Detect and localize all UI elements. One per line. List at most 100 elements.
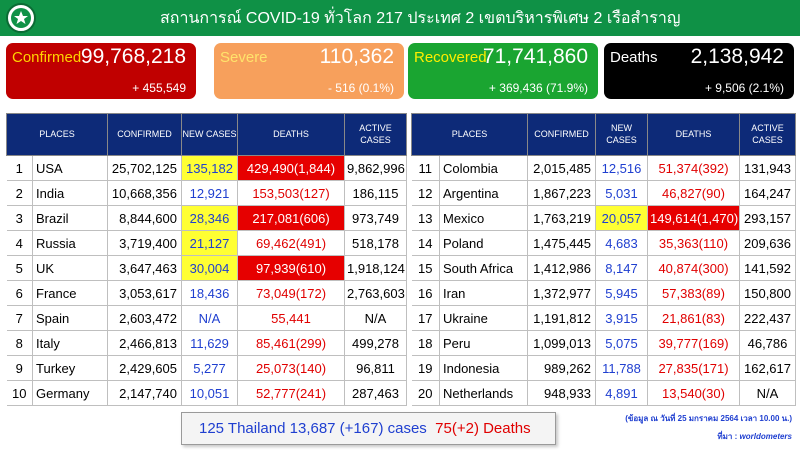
new-cases-cell: 11,629 bbox=[181, 330, 238, 356]
new-cases-cell: 3,915 bbox=[595, 305, 648, 331]
active-cases-cell: 164,247 bbox=[739, 180, 796, 206]
table-row: 14 Poland 1,475,445 4,683 35,363(110) 209,636 bbox=[411, 230, 796, 256]
new-cases-cell: 20,057 bbox=[595, 205, 648, 231]
confirmed-cell: 2,603,472 bbox=[107, 305, 182, 331]
table-row: 19 Indonesia 989,262 11,788 27,835(171) 162,6… bbox=[411, 355, 796, 381]
active-cases-cell: 973,749 bbox=[344, 205, 407, 231]
col-header-confirmed: CONFIRMED bbox=[107, 113, 182, 156]
deaths-cell: 69,462(491) bbox=[237, 230, 345, 256]
header-banner: สถานการณ์ COVID-19 ทั่วโลก 217 ประเทศ 2 … bbox=[0, 0, 800, 36]
table-row: 20 Netherlands 948,933 4,891 13,540(30) N/A bbox=[411, 380, 796, 406]
active-cases-cell: N/A bbox=[344, 305, 407, 331]
place-cell: Poland bbox=[439, 230, 528, 256]
table-header-row: PLACES CONFIRMED NEW CASES DEATHS ACTIVE… bbox=[6, 113, 407, 156]
confirmed-cell: 1,372,977 bbox=[527, 280, 596, 306]
place-cell: USA bbox=[32, 155, 108, 181]
deaths-cell: 40,874(300) bbox=[647, 255, 740, 281]
col-header-places: PLACES bbox=[6, 113, 108, 156]
place-cell: Turkey bbox=[32, 355, 108, 381]
table-row: 12 Argentina 1,867,223 5,031 46,827(90) 164,2… bbox=[411, 180, 796, 206]
active-cases-cell: 186,115 bbox=[344, 180, 407, 206]
place-cell: Germany bbox=[32, 380, 108, 406]
deaths-cell: 39,777(169) bbox=[647, 330, 740, 356]
new-cases-cell: 11,788 bbox=[595, 355, 648, 381]
place-cell: Brazil bbox=[32, 205, 108, 231]
severe-label: Severe bbox=[220, 49, 268, 66]
new-cases-cell: 30,004 bbox=[181, 255, 238, 281]
rank-cell: 19 bbox=[411, 355, 440, 381]
confirmed-cell: 1,763,219 bbox=[527, 205, 596, 231]
place-cell: France bbox=[32, 280, 108, 306]
confirmed-cell: 25,702,125 bbox=[107, 155, 182, 181]
deaths-cell: 429,490(1,844) bbox=[237, 155, 345, 181]
confirmed-cell: 989,262 bbox=[527, 355, 596, 381]
active-cases-cell: 96,811 bbox=[344, 355, 407, 381]
confirmed-cell: 2,466,813 bbox=[107, 330, 182, 356]
col-header-active-cases: ACTIVE CASES bbox=[739, 113, 796, 156]
place-cell: Ukraine bbox=[439, 305, 528, 331]
country-table-right: PLACES CONFIRMED NEW CASES DEATHS ACTIVE… bbox=[411, 113, 796, 406]
confirmed-cell: 3,647,463 bbox=[107, 255, 182, 281]
active-cases-cell: 293,157 bbox=[739, 205, 796, 231]
table-row: 16 Iran 1,372,977 5,945 57,383(89) 150,800 bbox=[411, 280, 796, 306]
table-row: 3 Brazil 8,844,600 28,346 217,081(606) 973,74… bbox=[6, 205, 407, 231]
place-cell: Mexico bbox=[439, 205, 528, 231]
col-header-deaths: DEATHS bbox=[647, 113, 740, 156]
rank-cell: 20 bbox=[411, 380, 440, 406]
active-cases-cell: 9,862,996 bbox=[344, 155, 407, 181]
deaths-cell: 73,049(172) bbox=[237, 280, 345, 306]
place-cell: Iran bbox=[439, 280, 528, 306]
rank-cell: 11 bbox=[411, 155, 440, 181]
place-cell: Russia bbox=[32, 230, 108, 256]
deaths-cell: 55,441 bbox=[237, 305, 345, 331]
table-row: 11 Colombia 2,015,485 12,516 51,374(392) 131,… bbox=[411, 155, 796, 181]
confirmed-cell: 8,844,600 bbox=[107, 205, 182, 231]
rank-cell: 10 bbox=[6, 380, 33, 406]
deaths-cell: 52,777(241) bbox=[237, 380, 345, 406]
deaths-cell: 217,081(606) bbox=[237, 205, 345, 231]
confirmed-cell: 1,412,986 bbox=[527, 255, 596, 281]
new-cases-cell: 5,075 bbox=[595, 330, 648, 356]
place-cell: Indonesia bbox=[439, 355, 528, 381]
col-header-places: PLACES bbox=[411, 113, 528, 156]
rank-cell: 17 bbox=[411, 305, 440, 331]
recovered-card: Recovered 71,741,860 + 369,436 (71.9%) bbox=[408, 43, 598, 99]
new-cases-cell: 4,683 bbox=[595, 230, 648, 256]
col-header-confirmed: CONFIRMED bbox=[527, 113, 596, 156]
rank-cell: 13 bbox=[411, 205, 440, 231]
active-cases-cell: 1,918,124 bbox=[344, 255, 407, 281]
rank-cell: 5 bbox=[6, 255, 33, 281]
rank-cell: 1 bbox=[6, 155, 33, 181]
col-header-deaths: DEATHS bbox=[237, 113, 345, 156]
deaths-cell: 25,073(140) bbox=[237, 355, 345, 381]
rank-cell: 9 bbox=[6, 355, 33, 381]
active-cases-cell: 518,178 bbox=[344, 230, 407, 256]
deaths-label: Deaths bbox=[610, 49, 658, 66]
page-title: สถานการณ์ COVID-19 ทั่วโลก 217 ประเทศ 2 … bbox=[160, 10, 681, 27]
deaths-cell: 21,861(83) bbox=[647, 305, 740, 331]
deaths-cell: 27,835(171) bbox=[647, 355, 740, 381]
confirmed-cell: 1,867,223 bbox=[527, 180, 596, 206]
active-cases-cell: 141,592 bbox=[739, 255, 796, 281]
confirmed-cell: 1,099,013 bbox=[527, 330, 596, 356]
place-cell: Argentina bbox=[439, 180, 528, 206]
confirmed-cell: 948,933 bbox=[527, 380, 596, 406]
table-row: 1 USA 25,702,125 135,182 429,490(1,844) 9,862… bbox=[6, 155, 407, 181]
rank-cell: 7 bbox=[6, 305, 33, 331]
rank-cell: 2 bbox=[6, 180, 33, 206]
rank-cell: 4 bbox=[6, 230, 33, 256]
table-row: 18 Peru 1,099,013 5,075 39,777(169) 46,786 bbox=[411, 330, 796, 356]
thailand-summary: 125 Thailand 13,687 (+167) cases 75(+2) … bbox=[199, 420, 531, 437]
rank-cell: 12 bbox=[411, 180, 440, 206]
deaths-cell: 13,540(30) bbox=[647, 380, 740, 406]
deaths-card: Deaths 2,138,942 + 9,506 (2.1%) bbox=[604, 43, 794, 99]
source-note: ที่มา : worldometers bbox=[717, 430, 792, 443]
active-cases-cell: 499,278 bbox=[344, 330, 407, 356]
active-cases-cell: 287,463 bbox=[344, 380, 407, 406]
table-row: 9 Turkey 2,429,605 5,277 25,073(140) 96,811 bbox=[6, 355, 407, 381]
new-cases-cell: 5,031 bbox=[595, 180, 648, 206]
new-cases-cell: 12,516 bbox=[595, 155, 648, 181]
place-cell: Colombia bbox=[439, 155, 528, 181]
rank-cell: 16 bbox=[411, 280, 440, 306]
active-cases-cell: N/A bbox=[739, 380, 796, 406]
